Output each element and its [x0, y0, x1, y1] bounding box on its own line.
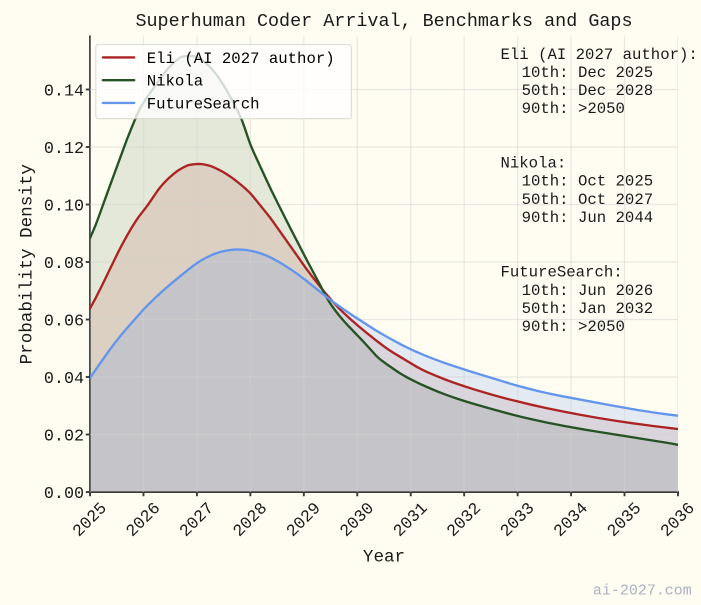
svg-text:Superhuman Coder Arrival, Benc: Superhuman Coder Arrival, Benchmarks and…: [135, 11, 632, 32]
svg-text:50th: Dec 2028: 50th: Dec 2028: [522, 82, 654, 100]
svg-text:50th: Oct 2027: 50th: Oct 2027: [522, 191, 654, 209]
svg-text:90th: Jun 2044: 90th: Jun 2044: [522, 209, 654, 227]
svg-text:10th: Jun 2026: 10th: Jun 2026: [522, 282, 654, 300]
svg-text:FutureSearch: FutureSearch: [147, 95, 260, 113]
svg-text:0.08: 0.08: [44, 255, 84, 274]
svg-text:0.14: 0.14: [44, 83, 84, 102]
svg-text:50th: Jan 2032: 50th: Jan 2032: [522, 300, 654, 318]
svg-text:0.02: 0.02: [44, 428, 84, 447]
svg-text:0.12: 0.12: [44, 140, 84, 159]
svg-text:FutureSearch:: FutureSearch:: [500, 264, 622, 282]
svg-text:0.00: 0.00: [44, 485, 84, 504]
svg-text:ai-2027.com: ai-2027.com: [593, 582, 692, 599]
svg-text:0.10: 0.10: [44, 198, 84, 217]
svg-text:10th: Oct 2025: 10th: Oct 2025: [522, 173, 654, 191]
svg-text:90th: >2050: 90th: >2050: [522, 318, 625, 336]
svg-text:Eli (AI 2027 author):: Eli (AI 2027 author):: [500, 46, 697, 64]
svg-text:Eli (AI 2027 author): Eli (AI 2027 author): [147, 50, 335, 68]
svg-text:0.04: 0.04: [44, 370, 84, 389]
svg-text:0.06: 0.06: [44, 313, 84, 332]
svg-text:Probability Density: Probability Density: [18, 164, 38, 364]
svg-text:Year: Year: [363, 547, 405, 567]
svg-text:Nikola: Nikola: [147, 73, 203, 91]
svg-text:90th: >2050: 90th: >2050: [522, 100, 625, 118]
svg-text:10th: Dec 2025: 10th: Dec 2025: [522, 64, 654, 82]
svg-text:Nikola:: Nikola:: [500, 155, 566, 173]
